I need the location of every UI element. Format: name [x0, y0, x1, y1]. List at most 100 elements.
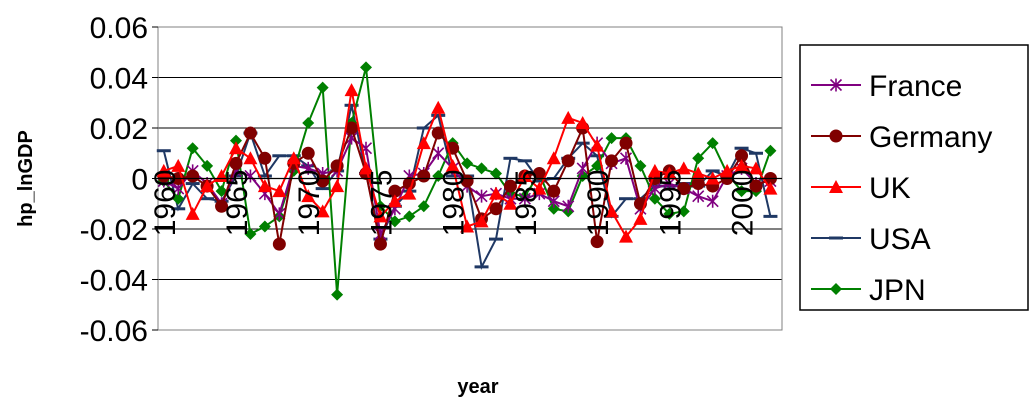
- legend-item-uk: UK: [811, 172, 911, 205]
- data-point-germany: [243, 126, 257, 140]
- data-point-jpn: [258, 220, 271, 233]
- data-point-jpn: [244, 228, 257, 241]
- x-tick-label: 2000: [727, 170, 760, 237]
- data-point-jpn: [677, 205, 690, 218]
- data-point-uk: [546, 151, 561, 165]
- data-point-jpn: [706, 137, 719, 150]
- data-point-france: [475, 189, 488, 203]
- data-point-jpn: [648, 192, 661, 205]
- y-tick-label: 0: [131, 164, 148, 197]
- data-point-uk: [460, 219, 475, 233]
- series-uk: [156, 83, 778, 243]
- data-point-uk: [229, 141, 243, 155]
- data-point-uk: [315, 204, 330, 218]
- data-point-uk: [387, 194, 402, 208]
- y-tick-label: -0.06: [80, 315, 148, 348]
- data-point-france: [432, 146, 445, 160]
- data-point-uk: [301, 189, 316, 203]
- data-point-france: [692, 189, 705, 203]
- x-tick-label: 1965: [221, 170, 254, 237]
- data-point-germany: [186, 169, 200, 183]
- y-axis-ticks: 0.06 0.04 0.02 0 -0.02 -0.04 -0.06: [80, 12, 158, 348]
- data-point-germany: [590, 235, 604, 249]
- data-point-uk: [503, 196, 518, 210]
- data-point-jpn: [417, 200, 430, 213]
- data-point-uk: [575, 115, 590, 129]
- legend-label: USA: [869, 223, 931, 256]
- data-point-jpn: [215, 185, 228, 198]
- data-point-germany: [373, 237, 387, 251]
- data-point-germany: [272, 237, 286, 251]
- data-point-uk: [344, 83, 359, 97]
- data-point-germany: [503, 179, 517, 193]
- x-tick-label: 1960: [149, 170, 182, 237]
- y-tick-label: -0.02: [80, 214, 148, 247]
- data-point-uk: [604, 204, 619, 218]
- data-point-uk: [445, 158, 460, 172]
- data-point-germany: [258, 151, 272, 165]
- legend-label: JPN: [869, 274, 926, 307]
- data-point-germany: [749, 179, 763, 193]
- x-tick-label: 1975: [365, 170, 398, 237]
- data-point-germany: [619, 136, 633, 150]
- data-point-jpn: [547, 202, 560, 215]
- data-point-uk: [286, 151, 301, 165]
- data-point-uk: [272, 184, 287, 198]
- data-point-jpn: [230, 134, 242, 147]
- legend-box: [799, 44, 1029, 311]
- data-point-jpn: [172, 192, 185, 205]
- data-point-germany: [547, 184, 561, 198]
- data-point-jpn: [331, 288, 344, 301]
- series-layer: [156, 61, 778, 301]
- data-point-germany: [229, 156, 243, 170]
- legend-marker: [830, 283, 842, 295]
- y-tick-label: 0.06: [90, 12, 148, 45]
- data-point-uk: [474, 214, 489, 228]
- data-point-uk: [749, 161, 763, 175]
- data-point-uk: [489, 186, 503, 200]
- data-point-germany: [561, 154, 575, 168]
- data-point-uk: [763, 181, 778, 195]
- data-point-uk: [243, 151, 258, 165]
- data-point-uk: [691, 166, 706, 180]
- x-axis-ticks: 1960 1965 1970 1975 1980 1985 1990 1995 2000: [149, 169, 782, 236]
- legend-item-usa: USA: [811, 223, 931, 256]
- legend-label: Germany: [869, 121, 992, 154]
- data-point-uk: [532, 181, 547, 195]
- data-point-jpn: [461, 157, 474, 170]
- data-point-germany: [677, 182, 691, 196]
- x-tick-label: 1970: [293, 170, 326, 237]
- data-point-uk: [676, 161, 691, 175]
- data-point-jpn: [735, 185, 748, 198]
- legend-item-france: France: [811, 70, 962, 103]
- data-point-germany: [417, 169, 431, 183]
- data-point-germany: [532, 166, 546, 180]
- data-point-uk: [200, 179, 215, 193]
- data-point-jpn: [490, 167, 502, 180]
- data-point-germany: [431, 126, 445, 140]
- legend-label: France: [869, 70, 962, 103]
- data-point-france: [576, 161, 589, 175]
- x-tick-label: 1990: [582, 170, 615, 237]
- y-tick-label: -0.04: [80, 265, 148, 298]
- data-point-france: [302, 161, 315, 175]
- data-point-uk: [156, 163, 171, 177]
- legend-item-jpn: JPN: [811, 274, 926, 307]
- legend-marker: [829, 180, 843, 193]
- data-point-uk: [171, 158, 186, 172]
- data-point-jpn: [360, 61, 372, 74]
- data-point-germany: [605, 154, 619, 168]
- legend: France Germany UK USA JPN: [799, 44, 1029, 311]
- data-point-jpn: [663, 207, 676, 220]
- data-point-jpn: [403, 210, 416, 223]
- x-axis-title: year: [457, 376, 498, 398]
- y-axis-title: hp_lnGDP: [15, 130, 37, 227]
- data-point-uk: [561, 110, 576, 124]
- data-point-uk: [431, 100, 446, 114]
- data-point-uk: [359, 161, 373, 175]
- data-point-france: [244, 169, 257, 183]
- data-point-uk: [633, 211, 648, 225]
- data-point-germany: [301, 146, 315, 160]
